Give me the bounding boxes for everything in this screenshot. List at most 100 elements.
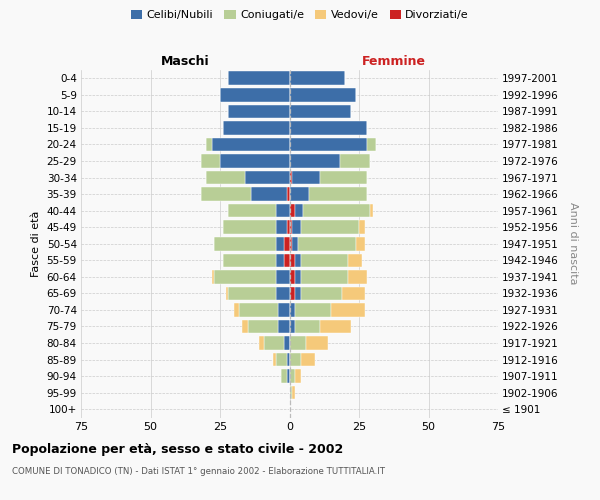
Bar bbox=[356, 237, 365, 250]
Bar bbox=[206, 138, 212, 151]
Bar bbox=[223, 254, 275, 267]
Bar bbox=[275, 353, 287, 366]
Bar bbox=[290, 138, 367, 151]
Bar bbox=[290, 320, 295, 334]
Bar bbox=[284, 237, 290, 250]
Bar bbox=[370, 204, 373, 218]
Bar bbox=[348, 254, 362, 267]
Bar bbox=[290, 88, 356, 102]
Bar bbox=[367, 138, 376, 151]
Bar bbox=[301, 353, 314, 366]
Bar bbox=[275, 220, 287, 234]
Text: Femmine: Femmine bbox=[362, 56, 426, 68]
Bar bbox=[290, 188, 309, 201]
Bar bbox=[229, 286, 275, 300]
Bar bbox=[200, 154, 220, 168]
Bar bbox=[200, 188, 251, 201]
Bar bbox=[343, 286, 365, 300]
Bar bbox=[245, 171, 290, 184]
Bar bbox=[223, 220, 275, 234]
Bar bbox=[295, 286, 301, 300]
Bar bbox=[292, 220, 301, 234]
Bar bbox=[281, 370, 287, 383]
Bar bbox=[206, 171, 245, 184]
Bar bbox=[220, 88, 290, 102]
Bar bbox=[290, 154, 340, 168]
Bar bbox=[214, 270, 275, 283]
Bar bbox=[340, 154, 370, 168]
Bar bbox=[239, 303, 278, 316]
Bar bbox=[320, 320, 350, 334]
Bar bbox=[214, 237, 275, 250]
Bar bbox=[292, 386, 295, 400]
Bar bbox=[298, 237, 356, 250]
Bar bbox=[226, 286, 229, 300]
Bar bbox=[301, 254, 348, 267]
Bar bbox=[309, 188, 367, 201]
Y-axis label: Anni di nascita: Anni di nascita bbox=[568, 202, 578, 285]
Bar bbox=[301, 270, 348, 283]
Text: COMUNE DI TONADICO (TN) - Dati ISTAT 1° gennaio 2002 - Elaborazione TUTTITALIA.I: COMUNE DI TONADICO (TN) - Dati ISTAT 1° … bbox=[12, 468, 385, 476]
Bar bbox=[290, 336, 306, 350]
Bar bbox=[275, 270, 290, 283]
Bar bbox=[301, 286, 343, 300]
Bar bbox=[287, 370, 290, 383]
Bar bbox=[331, 303, 365, 316]
Bar bbox=[229, 204, 275, 218]
Bar bbox=[290, 171, 292, 184]
Bar bbox=[265, 336, 284, 350]
Bar bbox=[295, 270, 301, 283]
Bar bbox=[295, 204, 304, 218]
Bar bbox=[275, 204, 290, 218]
Bar bbox=[348, 270, 367, 283]
Bar bbox=[278, 303, 290, 316]
Bar bbox=[292, 237, 298, 250]
Bar bbox=[290, 237, 292, 250]
Bar bbox=[290, 386, 292, 400]
Bar bbox=[290, 121, 367, 134]
Bar bbox=[287, 188, 290, 201]
Bar bbox=[359, 220, 365, 234]
Text: Popolazione per età, sesso e stato civile - 2002: Popolazione per età, sesso e stato civil… bbox=[12, 442, 343, 456]
Bar bbox=[220, 154, 290, 168]
Bar bbox=[290, 104, 350, 118]
Text: Maschi: Maschi bbox=[161, 56, 209, 68]
Bar bbox=[248, 320, 278, 334]
Bar bbox=[292, 171, 320, 184]
Bar bbox=[295, 303, 331, 316]
Bar bbox=[275, 254, 284, 267]
Bar bbox=[295, 254, 301, 267]
Bar bbox=[251, 188, 287, 201]
Bar bbox=[284, 254, 290, 267]
Bar bbox=[290, 270, 295, 283]
Bar bbox=[223, 121, 290, 134]
Bar bbox=[273, 353, 275, 366]
Bar bbox=[278, 320, 290, 334]
Bar bbox=[275, 237, 284, 250]
Y-axis label: Fasce di età: Fasce di età bbox=[31, 210, 41, 277]
Bar bbox=[259, 336, 265, 350]
Bar bbox=[290, 370, 295, 383]
Bar bbox=[287, 353, 290, 366]
Bar bbox=[212, 138, 290, 151]
Bar bbox=[290, 286, 295, 300]
Bar bbox=[295, 320, 320, 334]
Legend: Celibi/Nubili, Coniugati/e, Vedovi/e, Divorziati/e: Celibi/Nubili, Coniugati/e, Vedovi/e, Di… bbox=[127, 6, 473, 25]
Bar bbox=[290, 254, 295, 267]
Bar bbox=[290, 204, 295, 218]
Bar bbox=[295, 370, 301, 383]
Bar bbox=[212, 270, 214, 283]
Bar bbox=[229, 72, 290, 85]
Bar bbox=[306, 336, 328, 350]
Bar bbox=[275, 286, 290, 300]
Bar bbox=[301, 220, 359, 234]
Bar bbox=[242, 320, 248, 334]
Bar bbox=[287, 220, 290, 234]
Bar bbox=[290, 220, 292, 234]
Bar bbox=[290, 353, 301, 366]
Bar bbox=[320, 171, 367, 184]
Bar bbox=[304, 204, 370, 218]
Bar bbox=[234, 303, 239, 316]
Bar bbox=[290, 303, 295, 316]
Bar bbox=[290, 72, 345, 85]
